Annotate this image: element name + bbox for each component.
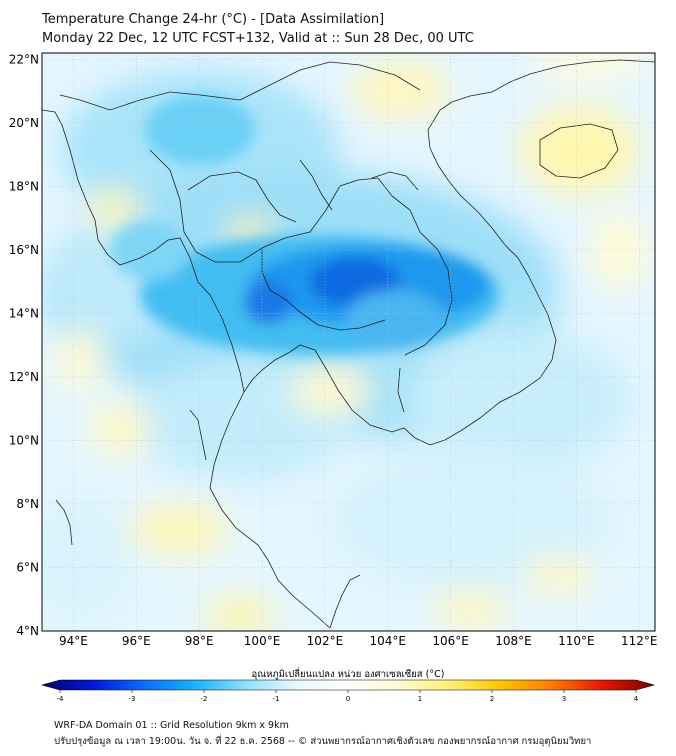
colorbar-tick-label: -4 bbox=[57, 695, 65, 703]
map-title: Temperature Change 24-hr (°C) - [Data As… bbox=[42, 12, 385, 27]
footer-update-info: ปรับปรุงข้อมูล ณ เวลา 19:00น. วัน จ. ที่… bbox=[54, 736, 592, 747]
lon-tick-label: 104°E bbox=[370, 634, 407, 648]
lat-tick-label: 4°N bbox=[16, 624, 39, 638]
lon-tick-label: 94°E bbox=[59, 634, 88, 648]
colorbar-tick-label: 3 bbox=[562, 695, 566, 703]
lon-tick-label: 108°E bbox=[495, 634, 532, 648]
map-subtitle: Monday 22 Dec, 12 UTC FCST+132, Valid at… bbox=[42, 31, 474, 46]
colorbar-tick-label: -3 bbox=[129, 695, 136, 703]
colorbar-tick-label: -2 bbox=[201, 695, 208, 703]
lon-tick-label: 106°E bbox=[432, 634, 469, 648]
lon-tick-label: 100°E bbox=[244, 634, 281, 648]
colorbar-tick-label: 4 bbox=[634, 695, 639, 703]
lat-tick-label: 6°N bbox=[16, 560, 39, 574]
lat-tick-label: 22°N bbox=[9, 52, 39, 66]
lat-tick-label: 14°N bbox=[9, 306, 39, 320]
country-borders bbox=[42, 59, 655, 629]
lat-tick-label: 12°N bbox=[9, 370, 39, 384]
temperature-field bbox=[42, 53, 655, 631]
lon-tick-label: 98°E bbox=[185, 634, 214, 648]
colorbar-tick-label: 0 bbox=[346, 695, 350, 703]
colorbar-tick-label: -1 bbox=[273, 695, 280, 703]
lon-tick-label: 102°E bbox=[307, 634, 344, 648]
lat-tick-label: 16°N bbox=[9, 243, 39, 257]
lon-tick-label: 110°E bbox=[558, 634, 595, 648]
colorbar-tick-label: 2 bbox=[490, 695, 494, 703]
colorbar-label: อุณหภูมิเปลี่ยนแปลง หน่วย องศาเซลเซียส (… bbox=[252, 667, 445, 680]
lat-tick-label: 18°N bbox=[9, 179, 39, 193]
colorbar-tick-label: 1 bbox=[418, 695, 422, 703]
lat-tick-label: 10°N bbox=[9, 433, 39, 447]
lon-tick-label: 112°E bbox=[621, 634, 658, 648]
lat-tick-label: 20°N bbox=[9, 116, 39, 130]
colorbar: -4 -3 -2 -1 0 1 2 3 4 bbox=[40, 679, 656, 703]
lon-tick-label: 96°E bbox=[122, 634, 151, 648]
map-frame bbox=[41, 52, 656, 632]
footer-domain-info: WRF-DA Domain 01 :: Grid Resolution 9km … bbox=[54, 720, 289, 731]
lat-tick-label: 8°N bbox=[16, 497, 39, 511]
